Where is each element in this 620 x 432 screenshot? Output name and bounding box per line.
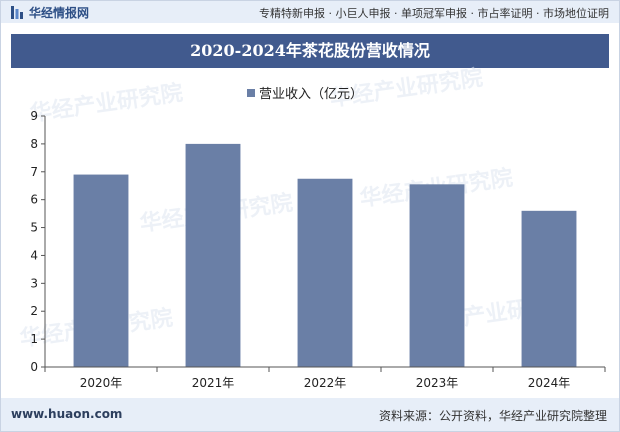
y-tick-label: 7: [30, 165, 38, 179]
bar-chart: 华经产业研究院华经产业研究院华经产业研究院华经产业研究院华经产业研究院华经产业研…: [18, 65, 606, 390]
bar-2021年[interactable]: [185, 143, 241, 367]
legend-label: 营业收入（亿元）: [259, 87, 363, 102]
footer-website-link[interactable]: www.huaon.com: [11, 407, 123, 421]
x-axis: 2020年 2021年 2022年 2023年 2024年: [44, 366, 606, 390]
x-tick-label: 2020年: [80, 376, 123, 390]
y-tick-label: 3: [30, 276, 38, 290]
chart-title: 2020-2024年茶花股份营收情况: [11, 34, 609, 68]
y-axis: 0 1 2 3 4 5 6 7 8 9: [30, 109, 46, 374]
brand[interactable]: 华经情报网: [11, 4, 89, 20]
x-tick-label: 2023年: [416, 376, 459, 390]
bar-2023年[interactable]: [409, 184, 465, 367]
y-tick-label: 0: [30, 360, 38, 374]
service-tagline: 专精特新申报 · 小巨人申报 · 单项冠军申报 · 市占率证明 · 市场地位证明: [259, 7, 609, 20]
y-tick-label: 5: [30, 221, 38, 235]
y-tick-label: 4: [30, 248, 38, 262]
bar-2024年[interactable]: [521, 210, 577, 367]
bar-2020年[interactable]: [73, 174, 129, 367]
bars: [73, 143, 577, 367]
brand-logo-icon: [11, 5, 23, 19]
y-tick-label: 2: [30, 304, 38, 318]
y-tick-label: 1: [30, 332, 38, 346]
bar-2022年[interactable]: [297, 178, 353, 367]
y-tick-label: 9: [30, 109, 38, 123]
x-tick-label: 2022年: [304, 376, 347, 390]
y-tick-label: 8: [30, 137, 38, 151]
brand-name: 华经情报网: [29, 5, 90, 20]
y-tick-label: 6: [30, 193, 38, 207]
legend-swatch: [247, 89, 255, 97]
watermark-text: 华经产业研究院: [28, 80, 184, 127]
footer-bar: www.huaon.com 资料来源：公开资料，华经产业研究院整理: [1, 398, 619, 431]
x-tick-label: 2024年: [528, 376, 571, 390]
footer-source-note: 资料来源：公开资料，华经产业研究院整理: [378, 409, 607, 423]
chart-legend: 营业收入（亿元）: [247, 87, 363, 102]
top-banner: 华经情报网 专精特新申报 · 小巨人申报 · 单项冠军申报 · 市占率证明 · …: [1, 1, 619, 23]
x-tick-label: 2021年: [192, 376, 235, 390]
